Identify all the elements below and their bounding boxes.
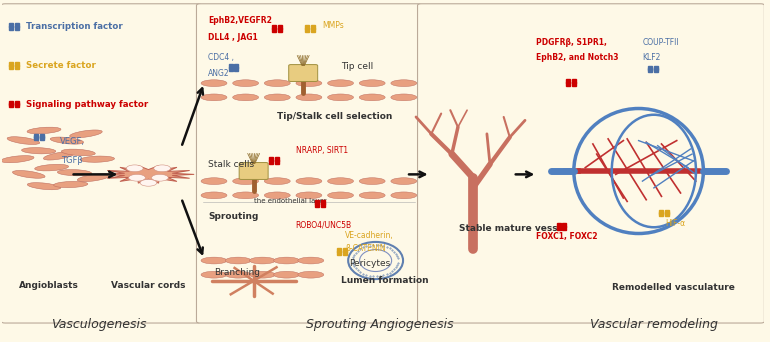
- Ellipse shape: [233, 94, 259, 101]
- Text: Vasculogenesis: Vasculogenesis: [51, 318, 146, 331]
- Text: Stable mature vessel: Stable mature vessel: [460, 224, 567, 233]
- Ellipse shape: [264, 192, 290, 199]
- Ellipse shape: [43, 152, 75, 160]
- Ellipse shape: [298, 257, 323, 264]
- Text: VE-cadherin,: VE-cadherin,: [345, 231, 394, 240]
- Ellipse shape: [154, 165, 170, 172]
- Text: the endothelial layer: the endothelial layer: [253, 198, 326, 205]
- Text: COUP-TFII: COUP-TFII: [642, 38, 679, 47]
- Ellipse shape: [226, 257, 251, 264]
- Ellipse shape: [296, 192, 322, 199]
- Ellipse shape: [201, 192, 227, 199]
- Text: Signaling pathway factor: Signaling pathway factor: [26, 100, 149, 109]
- Ellipse shape: [22, 148, 55, 154]
- Ellipse shape: [391, 192, 417, 199]
- FancyBboxPatch shape: [2, 4, 201, 323]
- Text: KLF2: KLF2: [642, 53, 661, 62]
- Ellipse shape: [273, 271, 300, 278]
- Ellipse shape: [201, 178, 227, 185]
- Text: EphB2,VEGFR2: EphB2,VEGFR2: [208, 16, 272, 25]
- Text: Tip/Stalk cell selection: Tip/Stalk cell selection: [276, 113, 392, 121]
- Text: EphB2, and Notch3: EphB2, and Notch3: [536, 53, 618, 62]
- Text: Sprouting Angiogenesis: Sprouting Angiogenesis: [306, 318, 454, 331]
- Text: PDGFRβ, S1PR1,: PDGFRβ, S1PR1,: [536, 38, 607, 47]
- Text: TGFβ: TGFβ: [62, 156, 83, 165]
- Ellipse shape: [58, 170, 92, 176]
- Ellipse shape: [273, 257, 300, 264]
- Ellipse shape: [327, 94, 353, 101]
- Ellipse shape: [140, 180, 157, 186]
- Ellipse shape: [327, 80, 353, 87]
- Ellipse shape: [264, 94, 290, 101]
- Text: FOXC1, FOXC2: FOXC1, FOXC2: [536, 232, 598, 241]
- Text: Remodelled vasculature: Remodelled vasculature: [612, 283, 735, 292]
- Text: ROBO4/UNC5B: ROBO4/UNC5B: [296, 221, 352, 229]
- Ellipse shape: [77, 174, 110, 182]
- Ellipse shape: [296, 94, 322, 101]
- Ellipse shape: [50, 137, 83, 144]
- Ellipse shape: [327, 192, 353, 199]
- Text: Angioblasts: Angioblasts: [19, 281, 79, 290]
- Ellipse shape: [54, 181, 88, 188]
- Ellipse shape: [391, 80, 417, 87]
- Ellipse shape: [264, 178, 290, 185]
- Ellipse shape: [233, 192, 259, 199]
- Ellipse shape: [62, 149, 95, 156]
- Ellipse shape: [233, 178, 259, 185]
- Text: Branching: Branching: [214, 268, 260, 277]
- Ellipse shape: [296, 178, 322, 185]
- FancyBboxPatch shape: [417, 4, 765, 323]
- Text: β-CATENIN: β-CATENIN: [345, 244, 386, 253]
- Ellipse shape: [298, 271, 323, 278]
- Text: ANG2: ANG2: [208, 68, 229, 78]
- Ellipse shape: [249, 271, 276, 278]
- Ellipse shape: [391, 178, 417, 185]
- Text: Transcription factor: Transcription factor: [26, 22, 123, 31]
- Text: VEGF,: VEGF,: [60, 137, 85, 146]
- Ellipse shape: [35, 165, 69, 171]
- Text: Lumen formation: Lumen formation: [341, 276, 429, 285]
- Text: MMPs: MMPs: [323, 21, 344, 30]
- Text: CDC4 ,: CDC4 ,: [208, 53, 234, 62]
- Text: HIF-α: HIF-α: [665, 219, 685, 228]
- Ellipse shape: [296, 80, 322, 87]
- Ellipse shape: [201, 257, 227, 264]
- Text: Vascular remodeling: Vascular remodeling: [590, 318, 718, 331]
- FancyBboxPatch shape: [196, 4, 421, 323]
- Ellipse shape: [1, 156, 34, 163]
- Ellipse shape: [249, 257, 276, 264]
- Text: Sprouting: Sprouting: [208, 212, 258, 221]
- Ellipse shape: [233, 80, 259, 87]
- Ellipse shape: [226, 271, 251, 278]
- Ellipse shape: [152, 174, 169, 181]
- FancyBboxPatch shape: [289, 65, 318, 81]
- Text: Pericytes: Pericytes: [349, 259, 390, 268]
- Ellipse shape: [360, 178, 385, 185]
- Ellipse shape: [126, 165, 143, 172]
- Ellipse shape: [360, 192, 385, 199]
- Ellipse shape: [27, 127, 61, 134]
- Ellipse shape: [80, 156, 115, 162]
- Text: DLL4 , JAG1: DLL4 , JAG1: [208, 33, 258, 42]
- Ellipse shape: [201, 271, 227, 278]
- Ellipse shape: [360, 80, 385, 87]
- Text: Stalk cells: Stalk cells: [208, 160, 254, 169]
- Ellipse shape: [360, 94, 385, 101]
- Text: Vascular cords: Vascular cords: [111, 281, 186, 290]
- Ellipse shape: [7, 137, 40, 144]
- FancyBboxPatch shape: [239, 162, 268, 180]
- Text: NRARP, SIRT1: NRARP, SIRT1: [296, 146, 348, 155]
- Text: Tip cell: Tip cell: [341, 62, 373, 71]
- Ellipse shape: [129, 174, 146, 181]
- Ellipse shape: [28, 183, 61, 190]
- Ellipse shape: [201, 80, 227, 87]
- Text: Secrete factor: Secrete factor: [26, 61, 96, 70]
- Ellipse shape: [391, 94, 417, 101]
- Ellipse shape: [264, 80, 290, 87]
- Ellipse shape: [327, 178, 353, 185]
- Ellipse shape: [12, 171, 45, 178]
- Ellipse shape: [201, 94, 227, 101]
- Ellipse shape: [69, 130, 102, 138]
- PathPatch shape: [102, 166, 194, 183]
